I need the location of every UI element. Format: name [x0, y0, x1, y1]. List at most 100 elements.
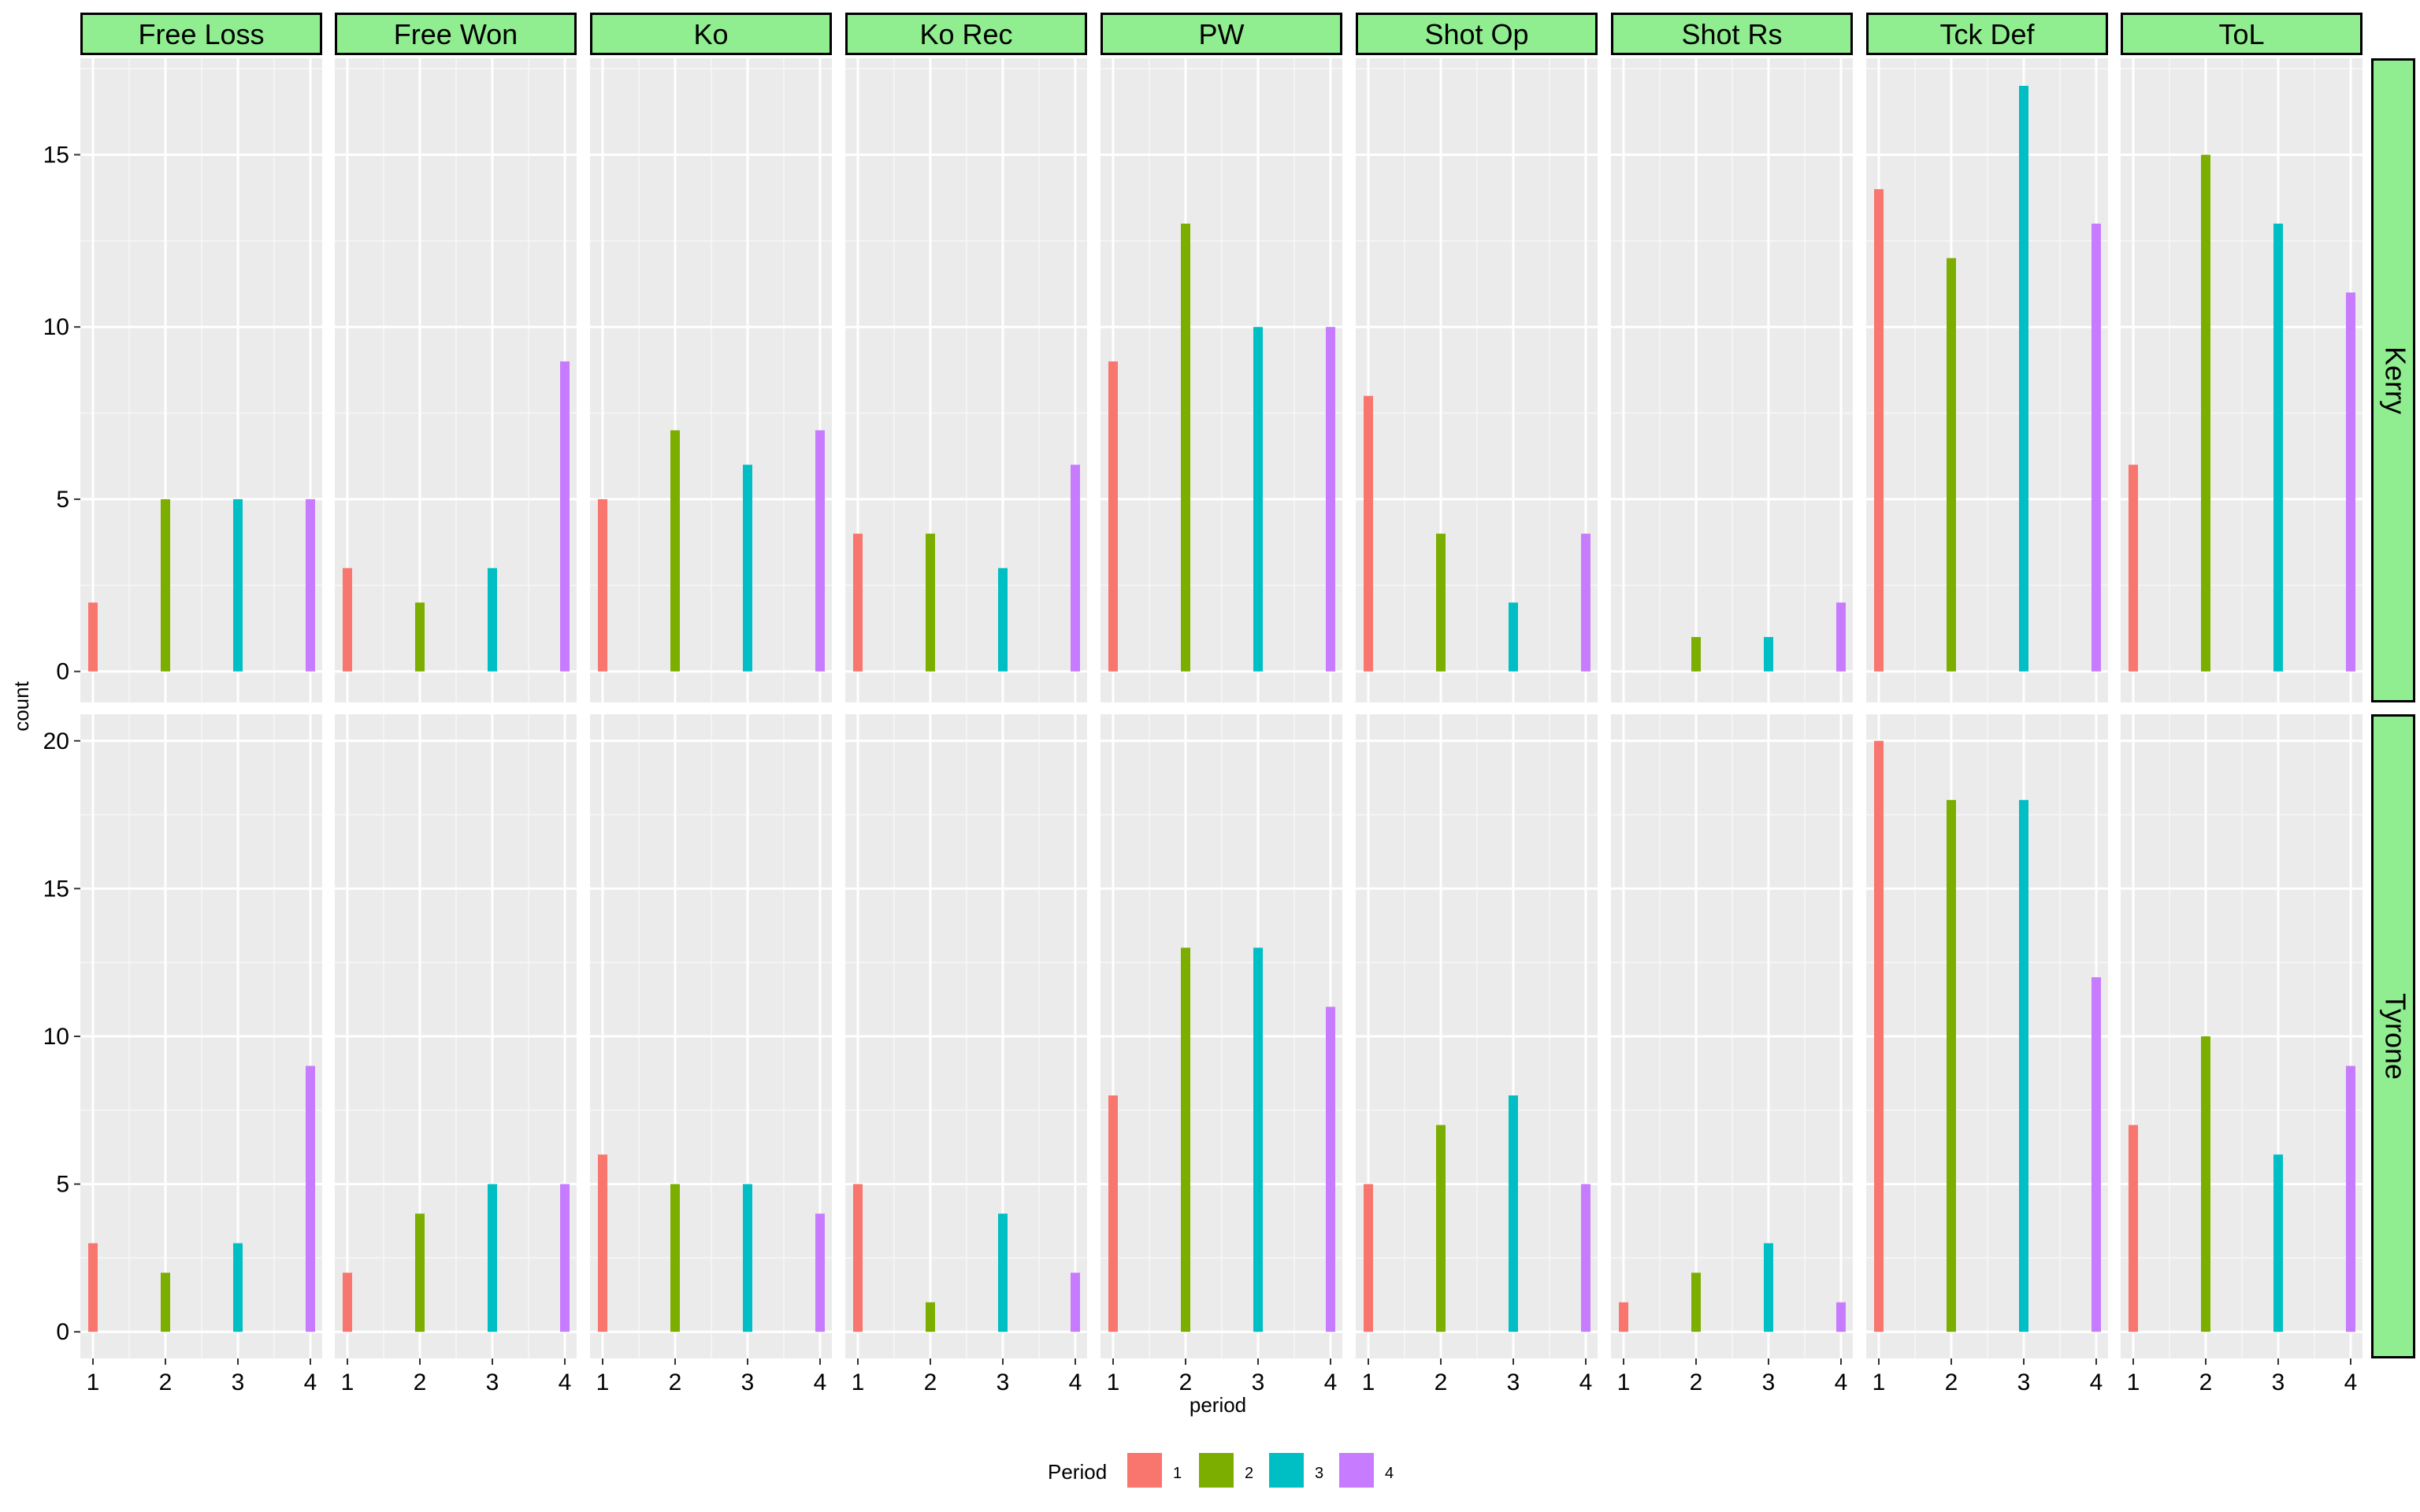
- bar-tyrone-pw-period-3: [1253, 947, 1263, 1332]
- panel-kerry-tck-def: [1866, 58, 2108, 702]
- x-tick-label: 1: [1362, 1369, 1375, 1395]
- strip-tck-def: Tck Def: [1866, 13, 2108, 55]
- bar-kerry-tol-period-3: [2273, 223, 2283, 672]
- x-tick-label: 3: [1762, 1369, 1776, 1395]
- strips-layer: Free Loss Free Won Ko Ko Rec PW Shot Op Shot R…: [80, 13, 2415, 1358]
- bar-tyrone-ko-period-2: [670, 1184, 680, 1332]
- bar-kerry-free-won-period-1: [343, 568, 352, 672]
- bar-kerry-free-won-period-2: [415, 602, 425, 672]
- strip-box: [80, 13, 322, 55]
- strip-label: Ko Rec: [919, 18, 1012, 50]
- legend-key-label: 1: [1173, 1465, 1182, 1482]
- strip-free-won: Free Won: [335, 13, 577, 55]
- strip-free-loss: Free Loss: [80, 13, 322, 55]
- bar-tyrone-shot-rs-period-3: [1764, 1243, 1773, 1332]
- x-tick-label: 1: [1873, 1369, 1886, 1395]
- strip-label: Free Won: [394, 18, 518, 50]
- x-tick-label: 4: [1579, 1369, 1593, 1395]
- bar-tyrone-ko-rec-period-3: [998, 1214, 1008, 1332]
- bar-kerry-tck-def-period-2: [1947, 258, 1956, 672]
- y-tick-label: 5: [56, 487, 69, 513]
- bar-kerry-tck-def-period-3: [2019, 85, 2028, 672]
- y-tick-label: 10: [43, 314, 69, 340]
- legend-key-label: 3: [1315, 1465, 1323, 1482]
- bar-kerry-shot-op-period-2: [1436, 533, 1446, 672]
- bar-kerry-ko-period-2: [670, 430, 680, 672]
- legend-key-swatch: [1127, 1453, 1162, 1488]
- bar-tyrone-ko-rec-period-2: [926, 1302, 935, 1332]
- x-tick-label: 1: [1107, 1369, 1120, 1395]
- bar-tyrone-tck-def-period-2: [1947, 799, 1956, 1332]
- row-strip-kerry: Kerry: [2371, 58, 2415, 702]
- legend: Period 1 2 3 4: [1048, 1453, 1394, 1488]
- strip-tol: ToL: [2121, 13, 2362, 55]
- bar-tyrone-free-won-period-1: [343, 1273, 352, 1332]
- x-tick-label: 2: [1690, 1369, 1703, 1395]
- x-tick-label: 2: [159, 1369, 173, 1395]
- strip-box: [1101, 13, 1342, 55]
- bar-kerry-ko-rec-period-2: [926, 533, 935, 672]
- y-tick-label: 10: [43, 1024, 69, 1050]
- bar-tyrone-shot-rs-period-4: [1836, 1302, 1846, 1332]
- bar-kerry-free-loss-period-1: [88, 602, 98, 672]
- bar-tyrone-free-loss-period-1: [88, 1243, 98, 1332]
- x-tick-label: 4: [1324, 1369, 1338, 1395]
- x-tick-label: 4: [2344, 1369, 2358, 1395]
- y-axis-title: count: [9, 680, 33, 731]
- strip-box: [590, 13, 832, 55]
- bar-kerry-shot-rs-period-3: [1764, 636, 1773, 672]
- strip-box: [1611, 13, 1853, 55]
- bar-tyrone-shot-rs-period-1: [1619, 1302, 1628, 1332]
- bar-kerry-shot-op-period-3: [1509, 602, 1518, 672]
- bar-kerry-ko-period-1: [598, 498, 607, 672]
- strip-box: [335, 13, 577, 55]
- legend-title: Period: [1048, 1460, 1107, 1484]
- x-tick-label: 3: [997, 1369, 1010, 1395]
- y-tick-label: 20: [43, 728, 69, 754]
- bar-tyrone-ko-rec-period-1: [853, 1184, 863, 1332]
- row-strip-label: Kerry: [2379, 346, 2411, 414]
- panel-tyrone-free-loss: [80, 714, 322, 1358]
- legend-key-label: 4: [1385, 1465, 1394, 1482]
- x-tick-label: 1: [2127, 1369, 2140, 1395]
- bar-tyrone-shot-op-period-2: [1436, 1125, 1446, 1332]
- panel-kerry-tol: [2121, 58, 2362, 702]
- x-tick-label: 1: [87, 1369, 100, 1395]
- strip-box: [2121, 13, 2362, 55]
- bar-kerry-free-loss-period-4: [306, 498, 315, 672]
- bar-tyrone-shot-op-period-1: [1364, 1184, 1373, 1332]
- strip-label: Shot Op: [1424, 18, 1528, 50]
- x-tick-label: 1: [596, 1369, 610, 1395]
- y-tick-label: 0: [56, 1319, 69, 1345]
- x-tick-label: 4: [1069, 1369, 1082, 1395]
- y-tick-label: 5: [56, 1172, 69, 1198]
- x-tick-label: 2: [1179, 1369, 1193, 1395]
- legend-item-4: 4: [1339, 1453, 1394, 1488]
- bar-tyrone-tol-period-2: [2201, 1036, 2210, 1332]
- bar-tyrone-tck-def-period-4: [2092, 976, 2101, 1332]
- panel-kerry-ko-rec: [845, 58, 1087, 702]
- bar-tyrone-shot-op-period-3: [1509, 1095, 1518, 1332]
- bar-kerry-free-won-period-4: [560, 361, 570, 672]
- row-strip-box: [2371, 714, 2415, 1358]
- bar-kerry-free-won-period-3: [488, 568, 497, 672]
- legend-item-1: 1: [1127, 1453, 1182, 1488]
- strip-shot-op: Shot Op: [1356, 13, 1598, 55]
- x-tick-label: 4: [559, 1369, 572, 1395]
- panel-kerry-shot-op: [1356, 58, 1598, 702]
- bar-kerry-shot-rs-period-2: [1691, 636, 1701, 672]
- y-tick-label: 0: [56, 659, 69, 685]
- legend-key-swatch: [1339, 1453, 1374, 1488]
- panel-tyrone-pw: [1101, 714, 1342, 1358]
- x-axis-title: period: [1190, 1393, 1246, 1417]
- strip-label: Free Loss: [138, 18, 264, 50]
- strip-box: [845, 13, 1087, 55]
- x-tick-label: 1: [852, 1369, 865, 1395]
- panel-kerry-free-loss: [80, 58, 322, 702]
- y-tick-label: 15: [43, 142, 69, 168]
- x-tick-label: 3: [1507, 1369, 1520, 1395]
- bar-tyrone-free-loss-period-3: [233, 1243, 243, 1332]
- legend-item-3: 3: [1269, 1453, 1323, 1488]
- bar-tyrone-pw-period-4: [1326, 1006, 1335, 1332]
